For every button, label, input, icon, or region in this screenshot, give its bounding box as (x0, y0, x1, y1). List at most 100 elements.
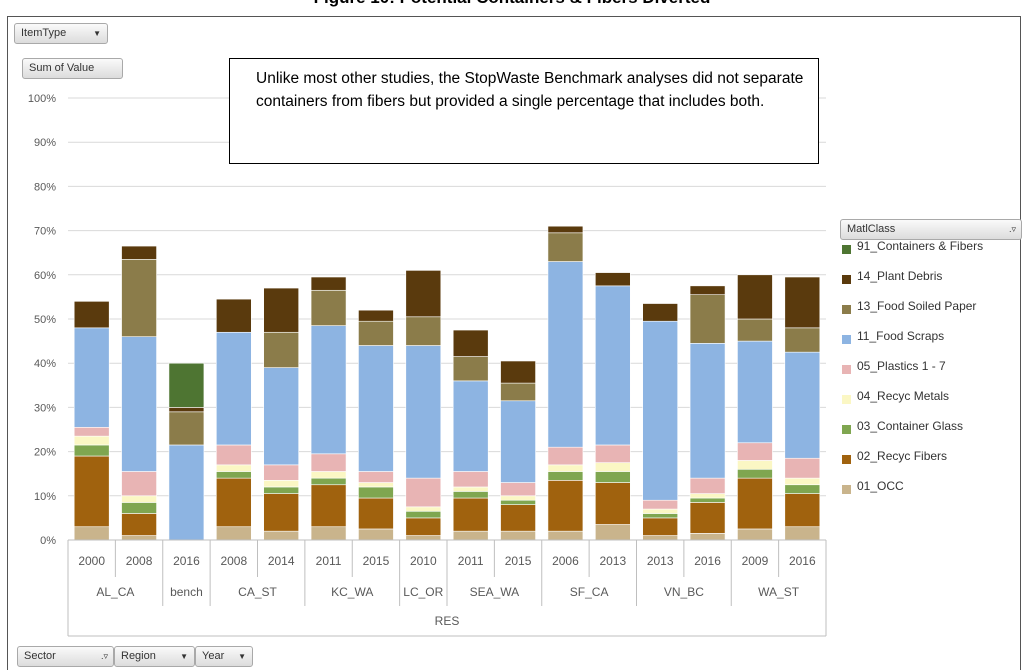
bar-segment (310, 276, 347, 291)
x-tick-label-region: KC_WA (331, 585, 373, 599)
bar-segment (595, 524, 631, 541)
chevron-down-icon: ▼ (238, 652, 246, 661)
chevron-down-icon: ▼ (93, 29, 101, 38)
bar-segment (595, 482, 631, 525)
sector-filter-button[interactable]: Sector .▿ (17, 646, 114, 667)
bar-segment (784, 351, 821, 459)
bar-segment (737, 442, 773, 461)
bar-segment (263, 486, 299, 494)
bar-segment (358, 497, 394, 530)
legend-label: 04_Recyc Metals (857, 389, 950, 403)
bar-segment (452, 329, 489, 357)
bar-segment (310, 325, 347, 455)
matlclass-filter-button[interactable]: MatlClass .▿ (840, 219, 1022, 240)
bar-segment (216, 444, 252, 466)
chart-legend: 91_Containers & Fibers 14_Plant Debris 13_… (842, 239, 1022, 509)
bar-segment (689, 502, 726, 534)
bar-segment (689, 497, 726, 503)
legend-item: 13_Food Soiled Paper (842, 299, 1022, 329)
bar-segment (216, 464, 252, 472)
bar-segment (121, 336, 157, 472)
y-tick-label: 20% (34, 447, 56, 459)
sum-of-value-button[interactable]: Sum of Value (22, 58, 123, 79)
bar-segment (547, 232, 584, 262)
legend-swatch (842, 395, 851, 404)
sum-of-value-label: Sum of Value (29, 62, 95, 74)
bar-segment (358, 309, 394, 322)
bar-segment (642, 535, 678, 541)
matlclass-label: MatlClass (847, 223, 896, 235)
bar-segment (547, 530, 584, 541)
chart-frame (7, 16, 1021, 670)
bar-segment (642, 508, 678, 514)
bar-segment (595, 462, 631, 472)
legend-item: 91_Containers & Fibers (842, 239, 1022, 269)
bar-segment (310, 289, 347, 326)
bar-segment (452, 486, 489, 492)
bar-segment (121, 495, 157, 503)
legend-swatch (842, 275, 851, 284)
x-tick-label-year: 2015 (363, 554, 390, 568)
bar-segment (642, 513, 678, 519)
bar-segment (784, 493, 821, 528)
bar-segment (547, 225, 584, 234)
bar-segment (642, 320, 678, 501)
bar-segment (784, 276, 821, 329)
bar-segment (216, 471, 252, 479)
x-tick-label-year: 2016 (173, 554, 200, 568)
bar-segment (405, 316, 442, 346)
y-tick-label: 70% (34, 226, 56, 238)
bar-segment (547, 261, 584, 448)
y-tick-label: 10% (34, 491, 56, 503)
bar-segment (216, 477, 252, 528)
bar-segment (73, 327, 110, 428)
bar-segment (358, 320, 394, 346)
x-tick-label-region: SF_CA (570, 585, 609, 599)
legend-swatch (842, 245, 851, 254)
bar-segment (595, 285, 631, 446)
x-tick-label-year: 2000 (78, 554, 105, 568)
legend-label: 03_Container Glass (857, 419, 964, 433)
legend-label: 14_Plant Debris (857, 269, 943, 283)
bar-segment (452, 491, 489, 499)
itemtype-filter-button[interactable]: ItemType ▼ (14, 23, 108, 44)
bar-segment (121, 502, 157, 514)
bar-segment (784, 477, 821, 486)
legend-item: 05_Plastics 1 - 7 (842, 359, 1022, 389)
bar-segment (689, 343, 726, 479)
bar-segment (452, 380, 489, 472)
legend-item: 02_Recyc Fibers (842, 449, 1022, 479)
bar-segment (500, 499, 536, 505)
bar-segment (689, 493, 726, 499)
x-tick-label-year: 2013 (599, 554, 626, 568)
x-tick-label-year: 2014 (268, 554, 295, 568)
bar-segment (689, 294, 726, 344)
bar-segment (405, 345, 442, 479)
bar-segment (168, 411, 205, 446)
bar-segment (358, 482, 394, 488)
filter-dropdown-icon: .▿ (1008, 224, 1016, 234)
filter-dropdown-icon: .▿ (100, 651, 108, 661)
x-tick-label-year: 2008 (220, 554, 247, 568)
y-tick-label: 40% (34, 358, 56, 370)
x-tick-label-year: 2011 (458, 554, 484, 568)
bar-segment (595, 471, 631, 483)
x-tick-label-year: 2006 (552, 554, 579, 568)
bar-segment (216, 331, 252, 446)
bar-segment (358, 345, 394, 472)
x-tick-label-region: CA_ST (238, 585, 277, 599)
bar-segment (263, 331, 299, 368)
year-filter-button[interactable]: Year ▼ (195, 646, 253, 667)
bar-segment (784, 484, 821, 494)
region-filter-button[interactable]: Region ▼ (114, 646, 195, 667)
x-tick-label-region: WA_ST (758, 585, 800, 599)
bar-segment (358, 528, 394, 541)
bar-segment (73, 444, 110, 457)
bar-segment (547, 480, 584, 532)
legend-label: 13_Food Soiled Paper (857, 299, 977, 313)
bar-segment (263, 530, 299, 541)
legend-swatch (842, 335, 851, 344)
x-tick-label-year: 2011 (316, 554, 342, 568)
bar-segment (689, 285, 726, 295)
